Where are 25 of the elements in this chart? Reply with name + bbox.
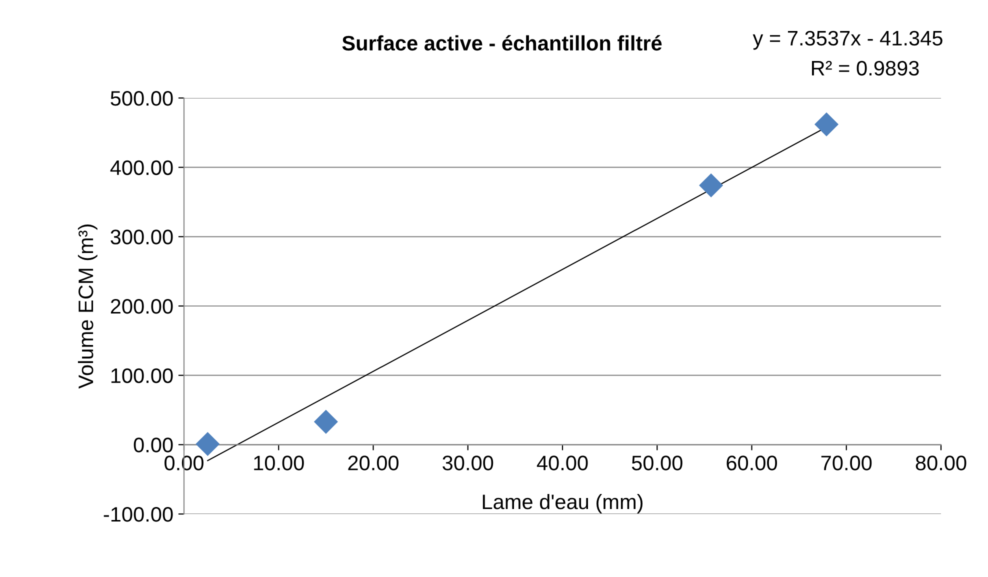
x-tick-label: 70.00 <box>821 456 872 470</box>
y-tick-label: 0.00 <box>134 438 173 452</box>
x-tick-label: 30.00 <box>442 456 494 470</box>
y-tick-label: 100.00 <box>111 368 173 384</box>
text: R² = 0.9893 <box>812 60 919 76</box>
y-tick-label: 400.00 <box>110 160 173 176</box>
text: y = 7.3537x - 41.345 <box>752 30 942 50</box>
x-tick-label: 50.00 <box>632 456 682 470</box>
x-tick-label: 40.00 <box>536 456 588 470</box>
point <box>814 112 839 136</box>
y-tick-label: 200.00 <box>110 299 173 314</box>
x-tick-label: 10.00 <box>254 456 304 470</box>
x-tick-label: 0.00 <box>164 456 204 470</box>
y-axis-title: Volume ECM (m³) <box>78 224 98 389</box>
y-tick-label: -100.00 <box>104 507 173 522</box>
point <box>196 432 220 456</box>
x-tick-label: 20.00 <box>348 456 399 470</box>
y-tick-label: 300.00 <box>110 230 173 244</box>
x-tick-label: 60.00 <box>726 456 778 470</box>
point <box>314 410 338 434</box>
x-tick-label: 80.00 <box>916 456 966 470</box>
y-tick-label: 500.00 <box>110 91 173 106</box>
chart-title: Surface active - échantillon filtré <box>342 35 662 51</box>
point <box>699 173 724 198</box>
x-axis-title: Lame d'eau (mm) <box>482 494 643 514</box>
